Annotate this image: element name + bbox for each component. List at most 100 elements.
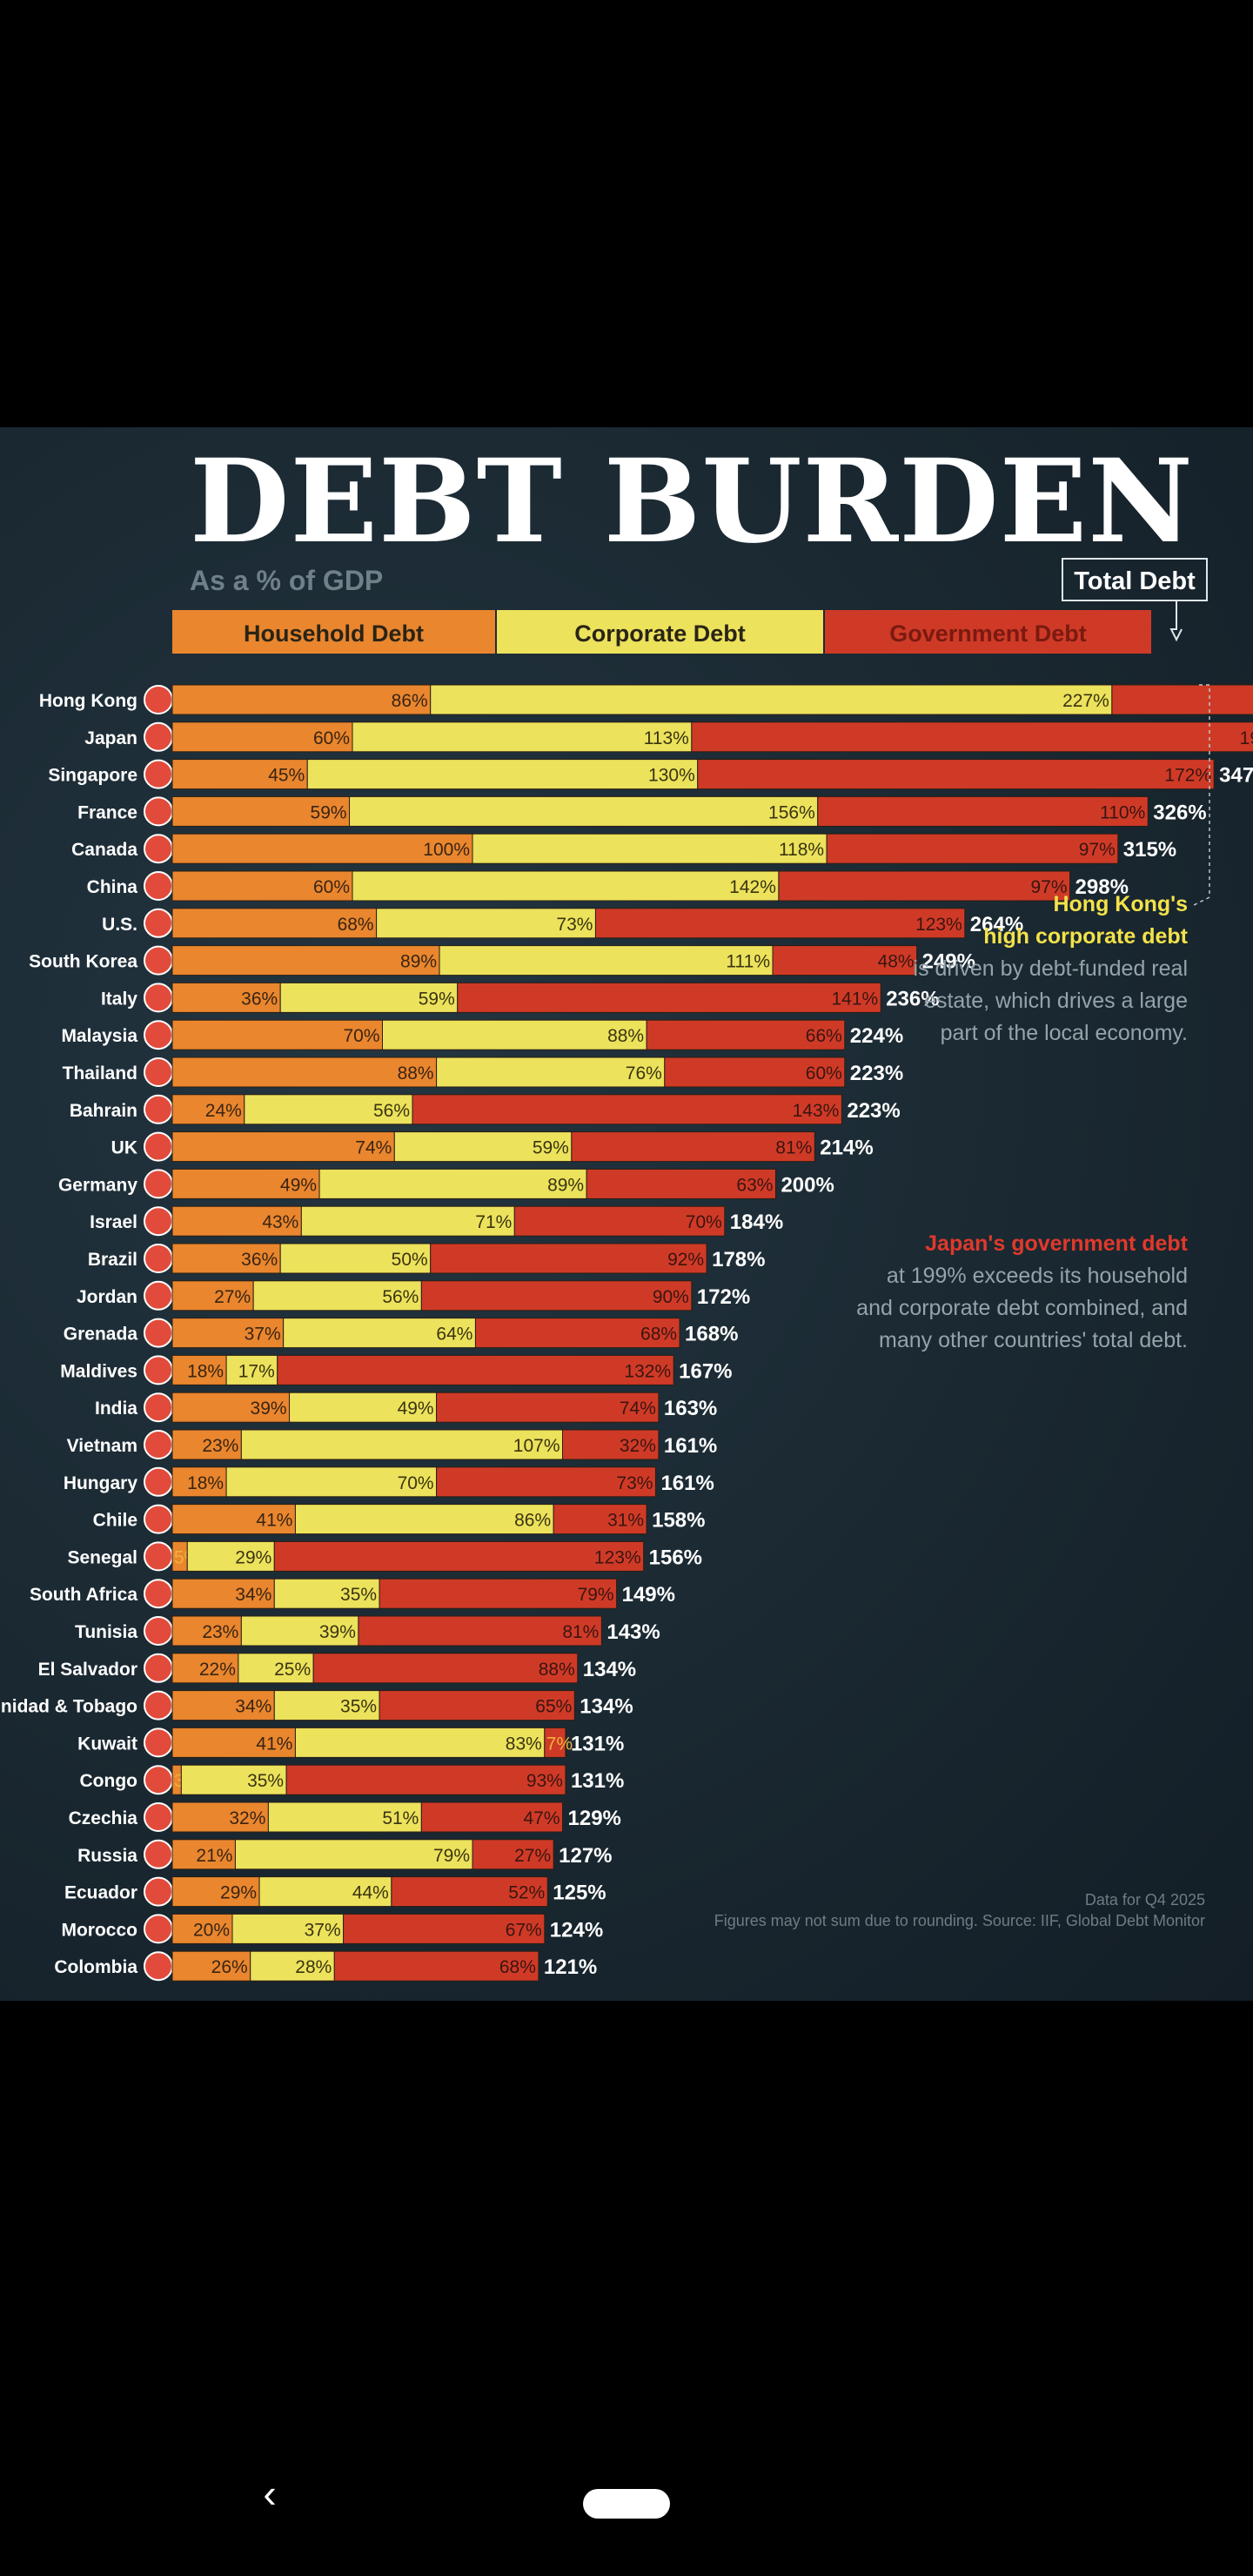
- country-label-uk: UK: [111, 1138, 137, 1158]
- bar-household-debt-israel: [171, 1205, 302, 1237]
- source-note: Data for Q4 2025 Figures may not sum due…: [661, 1889, 1205, 1931]
- value-household-debt-hungary: 18%: [187, 1473, 224, 1493]
- value-government-debt-colombia: 68%: [499, 1957, 536, 1977]
- total-germany: 200%: [781, 1173, 834, 1197]
- jp-note-body-1: at 199% exceeds its household: [886, 1264, 1188, 1288]
- bar-corporate-debt-hong-kong: [430, 684, 1113, 715]
- country-label-kuwait: Kuwait: [77, 1734, 137, 1754]
- row-grenada: Grenada 37% 64% 68% 168%: [64, 1318, 738, 1349]
- value-government-debt-kuwait: 7%: [546, 1734, 573, 1754]
- total-israel: 184%: [730, 1211, 783, 1234]
- value-household-debt-morocco: 20%: [193, 1920, 230, 1940]
- total-singapore: 347%: [1219, 764, 1253, 788]
- country-label-brazil: Brazil: [88, 1250, 137, 1270]
- bar-government-debt-israel: [513, 1205, 726, 1237]
- total-pointer: [1169, 601, 1183, 642]
- country-label-czechia: Czechia: [69, 1808, 138, 1828]
- value-corporate-debt-malaysia: 88%: [607, 1026, 644, 1046]
- value-corporate-debt-vietnam: 107%: [513, 1436, 560, 1456]
- bar-corporate-debt-india: [289, 1392, 438, 1423]
- flag-u-s-icon: [144, 908, 173, 938]
- value-government-debt-france: 110%: [1100, 802, 1145, 822]
- total-u-s: 264%: [970, 913, 1023, 936]
- hk-note-highlight-2: high corporate debt: [983, 924, 1188, 949]
- row-italy: Italy 36% 59% 141% 236%: [101, 982, 940, 1013]
- japan-note: Japan's government debt at 199% exceeds …: [809, 1228, 1188, 1357]
- bar-household-debt-kuwait: [171, 1727, 296, 1758]
- bar-household-debt-colombia: [171, 1950, 251, 1982]
- value-government-debt-hungary: 73%: [616, 1473, 653, 1493]
- row-hungary: Hungary 18% 70% 73% 161%: [64, 1466, 714, 1498]
- flag-china-icon: [144, 871, 173, 901]
- jp-note-body-2: and corporate debt combined, and: [856, 1296, 1188, 1320]
- value-corporate-debt-france: 156%: [768, 802, 815, 822]
- total-brazil: 178%: [712, 1248, 765, 1271]
- value-corporate-debt-colombia: 28%: [295, 1957, 332, 1977]
- country-label-japan: Japan: [84, 728, 137, 748]
- value-government-debt-morocco: 67%: [506, 1920, 542, 1940]
- value-household-debt-india: 39%: [251, 1399, 287, 1419]
- value-corporate-debt-kuwait: 83%: [506, 1734, 542, 1754]
- bar-government-debt-hungary: [436, 1466, 656, 1498]
- value-government-debt-thailand: 60%: [806, 1063, 842, 1083]
- bar-government-debt-grenada: [474, 1318, 680, 1349]
- row-maldives: Maldives 18% 17% 132% 167%: [60, 1354, 733, 1385]
- value-household-debt-chile: 41%: [256, 1511, 292, 1531]
- bar-household-debt-hungary: [171, 1466, 227, 1498]
- value-corporate-debt-hong-kong: 227%: [1062, 691, 1109, 711]
- value-government-debt-india: 74%: [620, 1399, 656, 1419]
- bar-household-debt-bahrain: [171, 1094, 245, 1125]
- row-chile: Chile 41% 86% 31% 158%: [93, 1504, 705, 1535]
- value-government-debt-ecuador: 52%: [508, 1883, 545, 1903]
- hong-kong-note: Hong Kong's high corporate debt is drive…: [835, 889, 1188, 1050]
- value-corporate-debt-japan: 113%: [644, 728, 689, 748]
- row-india: India 39% 49% 74% 163%: [95, 1392, 717, 1423]
- total-colombia: 121%: [544, 1955, 597, 1979]
- home-pill-button[interactable]: [583, 2489, 670, 2519]
- value-corporate-debt-congo: 35%: [247, 1771, 284, 1791]
- flag-colombia-icon: [144, 1951, 173, 1982]
- total-canada: 315%: [1123, 838, 1176, 862]
- total-italy: 236%: [886, 987, 939, 1010]
- total-senegal: 156%: [649, 1546, 702, 1569]
- bar-government-debt-brazil: [430, 1243, 707, 1274]
- flag-czechia-icon: [144, 1802, 173, 1832]
- bar-household-debt-south-korea: [171, 945, 440, 976]
- value-government-debt-south-africa: 79%: [578, 1585, 614, 1605]
- back-icon[interactable]: ‹: [263, 2471, 277, 2516]
- flag-uk-icon: [144, 1131, 173, 1162]
- value-household-debt-u-s: 68%: [338, 915, 374, 935]
- value-corporate-debt-south-africa: 35%: [340, 1585, 377, 1605]
- bar-corporate-debt-jordan: [252, 1280, 422, 1311]
- bar-corporate-debt-grenada: [283, 1318, 476, 1349]
- bar-household-debt-china: [171, 870, 353, 902]
- country-label-south-korea: South Korea: [29, 952, 137, 972]
- value-government-debt-czechia: 47%: [523, 1808, 559, 1828]
- bar-corporate-debt-south-africa: [273, 1578, 380, 1609]
- bar-corporate-debt-czechia: [267, 1801, 422, 1833]
- bar-corporate-debt-colombia: [250, 1950, 335, 1982]
- country-label-italy: Italy: [101, 989, 137, 1009]
- value-household-debt-thailand: 88%: [398, 1063, 434, 1083]
- country-label-senegal: Senegal: [67, 1547, 137, 1567]
- bar-household-debt-maldives: [171, 1354, 227, 1385]
- row-u-s: U.S. 68% 73% 123% 264%: [102, 908, 1023, 939]
- bar-government-debt-singapore: [697, 759, 1215, 790]
- value-corporate-debt-germany: 89%: [547, 1175, 584, 1195]
- bar-household-debt-hong-kong: [171, 684, 432, 715]
- value-corporate-debt-trinidad-tobago: 35%: [340, 1697, 377, 1717]
- total-uk: 214%: [820, 1137, 873, 1160]
- total-south-africa: 149%: [622, 1583, 675, 1607]
- bar-corporate-debt-china: [352, 870, 780, 902]
- total-china: 298%: [1075, 875, 1129, 899]
- bar-corporate-debt-senegal: [186, 1540, 275, 1572]
- country-label-hungary: Hungary: [64, 1473, 138, 1493]
- country-label-south-africa: South Africa: [30, 1585, 137, 1605]
- row-colombia: Colombia 26% 28% 68% 121%: [54, 1950, 597, 1982]
- value-household-debt-south-korea: 89%: [400, 952, 437, 972]
- value-household-debt-china: 60%: [313, 877, 350, 897]
- country-label-vietnam: Vietnam: [67, 1436, 137, 1456]
- flag-singapore-icon: [144, 759, 173, 789]
- country-label-maldives: Maldives: [60, 1361, 137, 1381]
